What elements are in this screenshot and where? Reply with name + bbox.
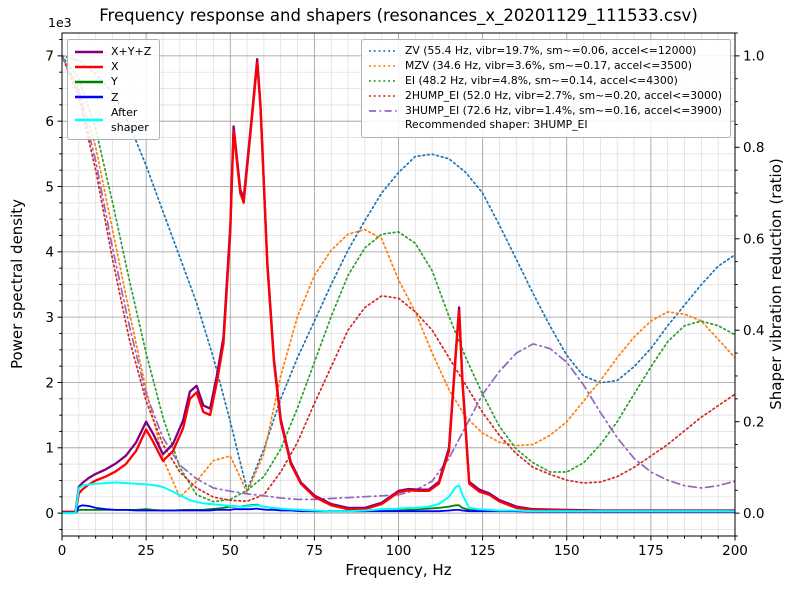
series-group: [62, 55, 735, 515]
legend-psd: X+Y+Z X Y Z After shaper: [67, 39, 161, 141]
y-left-tick-label: 4: [45, 245, 54, 261]
x-tick-label: 175: [638, 543, 664, 559]
legend-label: 2HUMP_EI (52.0 Hz, vibr=2.7%, sm~=0.20, …: [405, 88, 722, 102]
y-left-tick-label: 7: [45, 49, 54, 65]
legend-line-sample-icon: [369, 65, 398, 68]
legend-label: Z: [111, 90, 119, 104]
legend-line-sample-icon: [369, 95, 398, 97]
legend-label: After shaper: [111, 105, 149, 134]
chart-title: Frequency response and shapers (resonanc…: [99, 6, 698, 25]
legend-item-zv: ZV (55.4 Hz, vibr=19.7%, sm~=0.06, accel…: [368, 44, 722, 59]
y-right-tick-label: 0.0: [743, 506, 764, 522]
legend-shapers: ZV (55.4 Hz, vibr=19.7%, sm~=0.06, accel…: [361, 39, 731, 139]
y-left-tick-label: 6: [45, 114, 54, 130]
legend-label: Y: [111, 75, 118, 89]
y-right-tick-label: 0.6: [743, 232, 764, 248]
legend-item-3hump_ei: 3HUMP_EI (72.6 Hz, vibr=1.4%, sm~=0.16, …: [368, 104, 722, 119]
legend-item-ei: EI (48.2 Hz, vibr=4.8%, sm~=0.14, accel<…: [368, 74, 722, 89]
legend-item-mzv: MZV (34.6 Hz, vibr=3.6%, sm~=0.17, accel…: [368, 59, 722, 74]
legend-line-sample-icon: [75, 50, 103, 53]
legend-item-after-shaper: After shaper: [74, 105, 151, 135]
y-left-tick-label: 3: [45, 310, 54, 326]
legend-label: 3HUMP_EI (72.6 Hz, vibr=1.4%, sm~=0.16, …: [405, 103, 722, 117]
series-psd-x: [62, 61, 735, 514]
series-shaper-zv: [62, 55, 735, 492]
series-psd-after-shaper: [62, 481, 735, 515]
legend-line-sample-icon: [75, 65, 103, 68]
y-right-tick-label: 0.8: [743, 140, 764, 156]
series-shaper-mzv: [62, 55, 735, 498]
legend-label: EI (48.2 Hz, vibr=4.8%, sm~=0.14, accel<…: [405, 73, 678, 87]
series-psd-z: [62, 504, 735, 514]
legend-label: X: [111, 60, 119, 74]
x-tick-label: 25: [138, 543, 155, 559]
legend-line-sample-icon: [369, 80, 398, 83]
x-tick-label: 200: [722, 543, 748, 559]
tick-labels: 0 25 50 75 100 125 150 175 200 0 1 2 3 4 5 6 7 0.0 0.2 0.4 0…: [45, 49, 764, 559]
y-right-tick-label: 1.0: [743, 49, 764, 65]
y-axis-label-right: Shaper vibration reduction (ratio): [767, 158, 785, 410]
series-shaper-2hump_ei: [62, 55, 735, 503]
x-tick-label: 100: [386, 543, 412, 559]
legend-line-sample-icon: [369, 110, 398, 112]
series-shaper-ei: [62, 55, 735, 503]
legend-line-sample-icon: [75, 118, 103, 122]
x-tick-label: 150: [554, 543, 580, 559]
x-tick-label: 125: [470, 543, 496, 559]
legend-label: MZV (34.6 Hz, vibr=3.6%, sm~=0.17, accel…: [405, 58, 692, 72]
legend-item-y: Y: [74, 74, 151, 89]
legend-recommendation-note: Recommended shaper: 3HUMP_EI: [405, 118, 588, 132]
legend-item-x: X: [74, 59, 151, 74]
y-axis-offset-text: 1e3: [48, 15, 72, 30]
legend-item-xyz: X+Y+Z: [74, 44, 151, 59]
y-left-tick-label: 2: [45, 375, 54, 391]
y-left-tick-label: 1: [45, 441, 54, 457]
legend-item-z: Z: [74, 90, 151, 105]
y-right-tick-label: 0.2: [743, 414, 764, 430]
legend-item-2hump_ei: 2HUMP_EI (52.0 Hz, vibr=2.7%, sm~=0.20, …: [368, 89, 722, 104]
legend-line-sample-icon: [369, 50, 398, 53]
x-axis-label: Frequency, Hz: [345, 561, 452, 579]
y-axis-label-left: Power spectral density: [8, 198, 26, 370]
legend-label: ZV (55.4 Hz, vibr=19.7%, sm~=0.06, accel…: [405, 44, 697, 57]
y-left-tick-label: 0: [45, 506, 54, 522]
y-left-tick-label: 5: [45, 179, 54, 195]
x-tick-label: 50: [222, 543, 239, 559]
y-right-tick-label: 0.4: [743, 323, 764, 339]
x-tick-label: 75: [306, 543, 323, 559]
legend-line-sample-icon: [75, 80, 103, 84]
ticks: [57, 32, 740, 541]
series-shaper-3hump_ei: [62, 55, 735, 501]
x-tick-label: 0: [58, 543, 67, 559]
legend-label: X+Y+Z: [111, 45, 152, 58]
legend-line-sample-icon: [75, 95, 103, 99]
